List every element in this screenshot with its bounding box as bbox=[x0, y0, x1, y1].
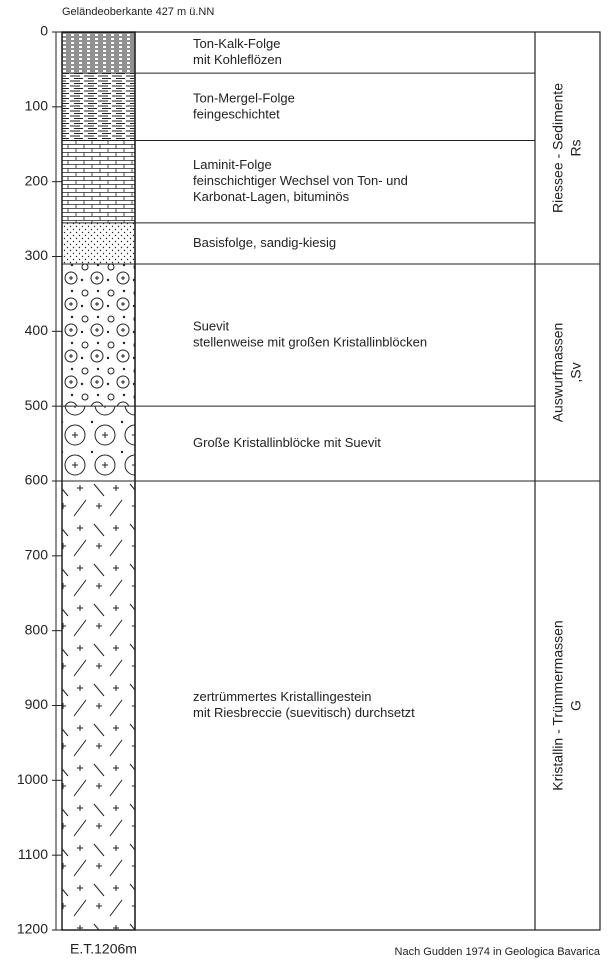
layer-description: Ton-Kalk-Folge bbox=[193, 36, 280, 51]
layer-description: Karbonat-Lagen, bituminös bbox=[193, 189, 350, 204]
group-label: Auswurfmassen bbox=[550, 323, 566, 423]
group-label: Kristallin - Trümmermassen bbox=[550, 620, 566, 790]
tick-label: 900 bbox=[25, 696, 49, 712]
layer-description: feingeschichtet bbox=[193, 106, 280, 121]
tick-label: 500 bbox=[25, 397, 49, 413]
layer-column bbox=[62, 73, 135, 140]
group-label: G bbox=[568, 700, 584, 711]
layer-description: Ton-Mergel-Folge bbox=[193, 90, 295, 105]
tick-label: 600 bbox=[25, 472, 49, 488]
layer-description: zertrümmertes Kristallingestein bbox=[193, 689, 371, 704]
tick-label: 1000 bbox=[17, 771, 48, 787]
layer-description: feinschichtiger Wechsel von Ton- und bbox=[193, 173, 408, 188]
layer-description: Suevit bbox=[193, 319, 230, 334]
header-title: Geländeoberkante 427 m ü.NN bbox=[62, 6, 214, 18]
group-label: ,Sv bbox=[568, 362, 584, 382]
footer-right: Nach Gudden 1974 in Geologica Bavarica bbox=[395, 946, 601, 958]
tick-label: 100 bbox=[25, 98, 49, 114]
layer-description: Laminit-Folge bbox=[193, 157, 272, 172]
layer-column bbox=[62, 223, 135, 264]
group-label: Rs bbox=[568, 139, 584, 156]
layer-description: stellenweise mit großen Kristallinblöcke… bbox=[193, 335, 427, 350]
layer-description: Basisfolge, sandig-kiesig bbox=[193, 235, 336, 250]
group-label: Riessee - Sedimente bbox=[550, 83, 566, 213]
layer-column bbox=[62, 264, 135, 406]
layer-column bbox=[62, 481, 135, 930]
tick-label: 800 bbox=[25, 621, 49, 637]
tick-label: 400 bbox=[25, 322, 49, 338]
layer-description: mit Kohleflözen bbox=[193, 52, 282, 67]
tick-label: 300 bbox=[25, 247, 49, 263]
layer-description: mit Riesbreccie (suevitisch) durchsetzt bbox=[193, 705, 415, 720]
layer-column bbox=[62, 141, 135, 223]
tick-label: 700 bbox=[25, 547, 49, 563]
tick-label: 200 bbox=[25, 172, 49, 188]
tick-label: 1200 bbox=[17, 921, 48, 937]
layer-description: Große Kristallinblöcke mit Suevit bbox=[193, 435, 381, 450]
layer-column bbox=[62, 32, 135, 73]
tick-label: 1100 bbox=[18, 846, 48, 862]
footer-left: E.T.1206m bbox=[70, 941, 137, 957]
layer-column bbox=[62, 406, 135, 481]
profile: Geländeoberkante 427 m ü.NN E.T.1206m Na… bbox=[0, 0, 614, 965]
tick-label: 0 bbox=[40, 23, 48, 39]
